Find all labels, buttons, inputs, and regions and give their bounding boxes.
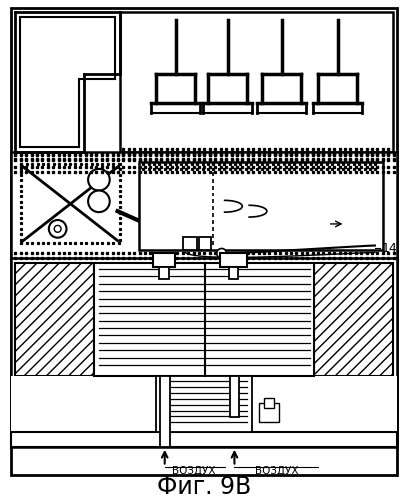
Bar [264, 398, 274, 407]
Bar [228, 267, 238, 279]
Bar [153, 254, 175, 267]
Circle shape [217, 248, 226, 258]
Circle shape [88, 169, 110, 190]
Bar [120, 12, 392, 152]
Bar [139, 162, 383, 250]
Text: ВОЗДУХ: ВОЗДУХ [255, 466, 298, 476]
Circle shape [88, 190, 110, 212]
Bar [16, 263, 94, 376]
Bar [259, 402, 279, 422]
Bar [160, 376, 170, 447]
Text: 14: 14 [382, 242, 397, 255]
Bar [11, 258, 397, 447]
Text: Фиг. 9В: Фиг. 9В [157, 475, 251, 499]
Bar [314, 263, 392, 376]
Bar [183, 236, 197, 250]
Bar [94, 263, 314, 376]
Bar [159, 267, 169, 279]
Bar [156, 376, 252, 432]
Bar [230, 376, 239, 418]
Bar [11, 152, 397, 260]
Bar [11, 432, 397, 447]
Bar [220, 254, 247, 267]
Bar [199, 236, 211, 250]
Circle shape [49, 220, 67, 238]
Bar [11, 376, 397, 447]
Circle shape [54, 226, 61, 232]
Text: ВОЗДУХ: ВОЗДУХ [173, 466, 216, 476]
